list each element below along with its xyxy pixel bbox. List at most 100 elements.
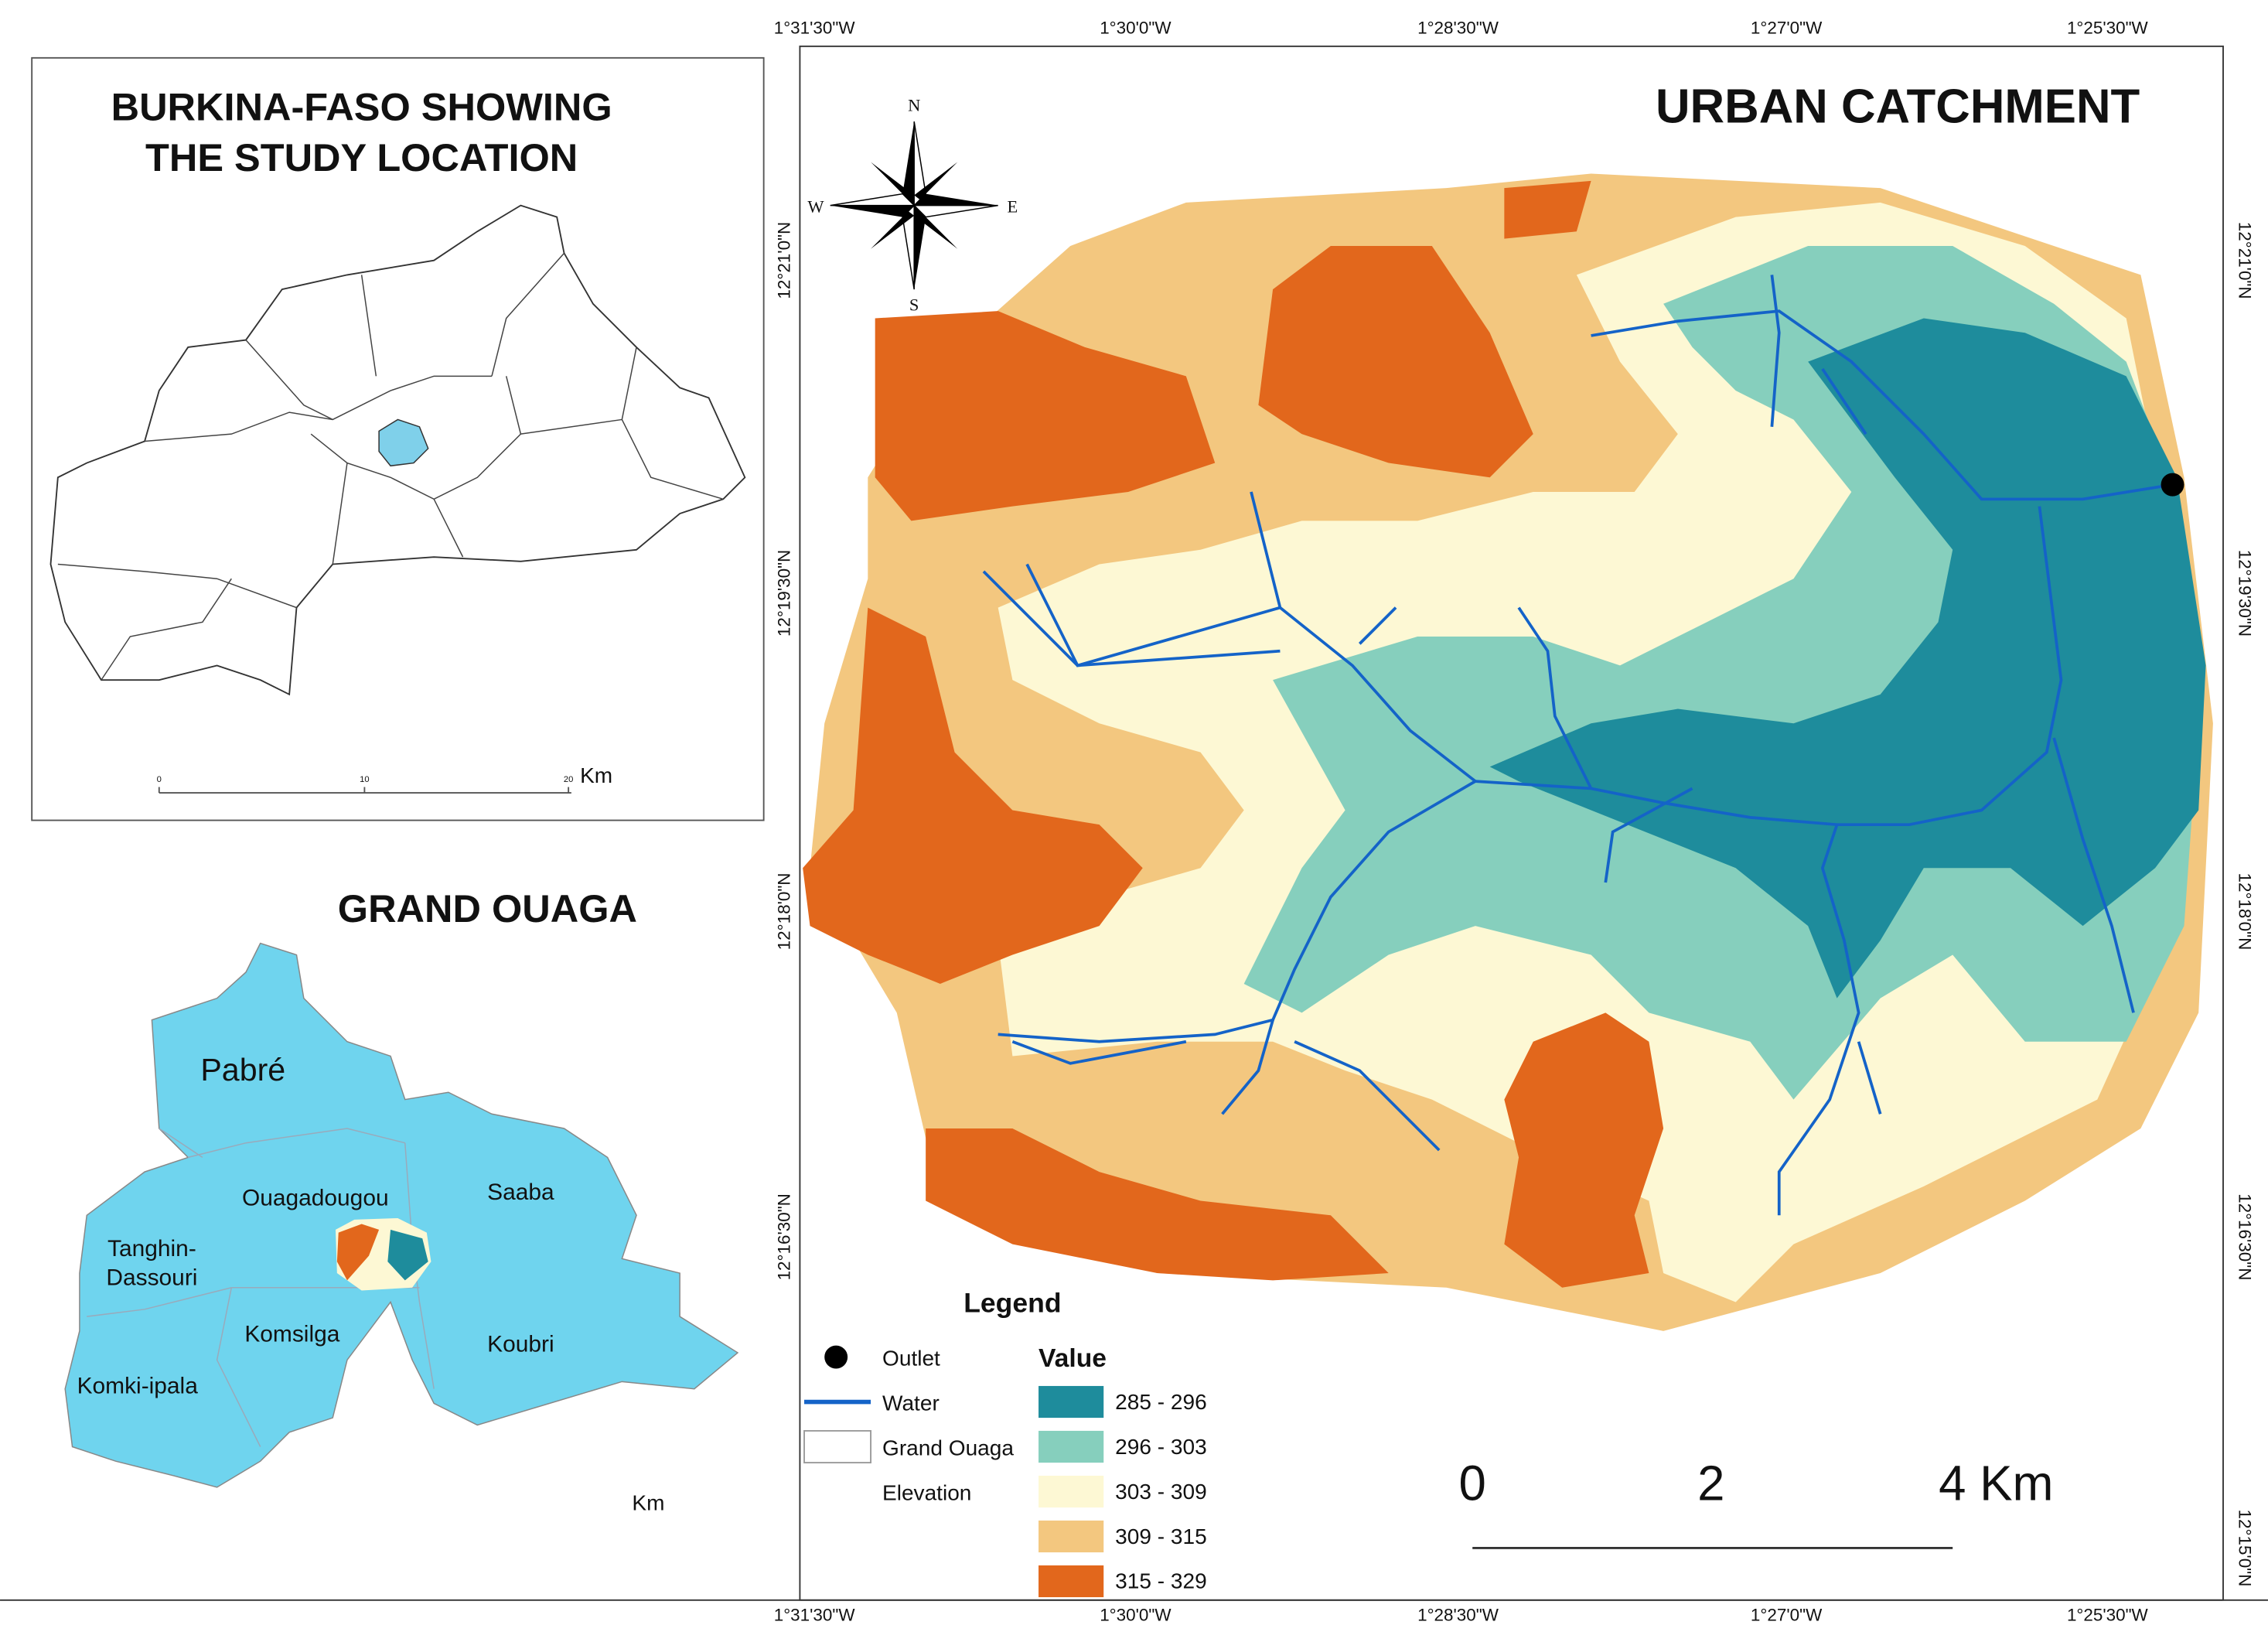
commune-border	[216, 1287, 261, 1447]
stream	[1011, 1040, 1187, 1065]
scale-unit: Km	[580, 763, 612, 787]
mini-catchment-low	[387, 1229, 428, 1281]
place-label: Komki-ipala	[77, 1374, 199, 1399]
stream	[982, 570, 1281, 667]
elevation-zone	[1504, 180, 1591, 239]
legend-label: Outlet	[882, 1347, 940, 1371]
compass-star	[830, 121, 998, 290]
longitude-label: 1°30'0"W	[1100, 18, 1172, 37]
region-border	[101, 578, 232, 681]
scale-label: 10	[360, 775, 369, 784]
legend-label: Grand Ouaga	[882, 1436, 1014, 1460]
place-label: Dassouri	[106, 1265, 197, 1290]
stream	[1475, 506, 2063, 827]
scale-label: 20	[564, 775, 573, 784]
legend-label: Water	[882, 1391, 940, 1415]
longitude-label: 1°28'30"W	[1417, 1605, 1499, 1624]
place-label: Tanghin-	[107, 1236, 196, 1262]
legend-class-label: 309 - 315	[1115, 1524, 1207, 1548]
longitude-label: 1°31'30"W	[774, 18, 856, 37]
region-border	[360, 275, 377, 377]
longitude-label: 1°25'30"W	[2067, 1605, 2149, 1624]
region-border	[491, 252, 565, 377]
elevation-zone	[1504, 1012, 1664, 1288]
latitude-label: 12°21'0"N	[2235, 222, 2254, 299]
elevation-zone	[875, 311, 1216, 521]
stream	[2052, 737, 2135, 1013]
scale-label: 0	[1459, 1456, 1486, 1511]
elevation-zone	[1489, 318, 2206, 999]
compass-label: S	[909, 295, 919, 315]
longitude-label: 1°25'30"W	[2067, 18, 2149, 37]
legend-outlet	[824, 1345, 848, 1369]
stream	[1777, 824, 1860, 1216]
legend-value-title: Value	[1039, 1344, 1107, 1373]
place-label: Koubri	[487, 1331, 554, 1357]
stream	[1604, 787, 1693, 883]
legend-title: Legend	[963, 1288, 1061, 1319]
legend-label: Elevation	[882, 1481, 971, 1505]
region-border	[57, 563, 297, 609]
legend-swatch	[1039, 1475, 1104, 1508]
commune-border	[418, 1302, 435, 1389]
commune-border	[159, 1128, 203, 1159]
legend-boundary	[803, 1429, 872, 1464]
longitude-label: 1°28'30"W	[1417, 18, 1499, 37]
longitude-label: 1°27'0"W	[1751, 18, 1823, 37]
place-label: Komsilga	[244, 1321, 339, 1347]
stream	[1857, 1041, 1882, 1115]
compass-label: E	[1008, 197, 1018, 217]
legend-swatch	[1039, 1430, 1104, 1463]
legend-swatch	[1039, 1520, 1104, 1553]
stream	[1294, 1040, 1441, 1152]
compass-label: W	[807, 197, 824, 217]
longitude-label: 1°30'0"W	[1100, 1605, 1172, 1624]
stream	[1517, 606, 1593, 790]
legend-swatch	[1039, 1385, 1104, 1419]
latitude-label: 12°18'0"N	[2235, 873, 2254, 951]
outlet	[2161, 473, 2184, 497]
longitude-label: 1°27'0"W	[1751, 1605, 1823, 1624]
legend-swatch	[1039, 1565, 1104, 1598]
region-border	[621, 347, 724, 500]
stream	[1821, 367, 1867, 435]
inset-title: GRAND OUAGA	[338, 886, 637, 930]
stream	[1591, 309, 2173, 501]
stream	[1770, 275, 1781, 427]
latitude-label: 12°18'0"N	[775, 873, 794, 951]
mini-catchment-high	[336, 1224, 380, 1281]
elevation-zone	[803, 607, 1143, 984]
stream	[1358, 606, 1397, 645]
legend-class-label: 303 - 309	[1115, 1480, 1207, 1504]
scale-label: 2	[1697, 1456, 1724, 1511]
scale-label: 0	[157, 775, 162, 784]
stream	[998, 780, 1476, 1043]
region-border	[433, 498, 464, 558]
region-border	[332, 463, 348, 565]
latitude-label: 12°19'30"N	[775, 550, 794, 637]
compass-label: N	[908, 96, 920, 115]
place-label: Ouagadougou	[242, 1186, 389, 1211]
legend-class-label: 285 - 296	[1115, 1390, 1207, 1414]
legend-class-label: 296 - 303	[1115, 1435, 1207, 1459]
inset-frame	[31, 56, 765, 821]
latitude-label: 12°15'0"N	[2235, 1510, 2254, 1587]
latitude-label: 12°19'30"N	[2235, 550, 2254, 637]
country-outline	[49, 204, 746, 696]
place-label: Saaba	[487, 1180, 554, 1205]
legend-class-label: 315 - 329	[1115, 1569, 1207, 1593]
place-label: Pabré	[200, 1052, 285, 1087]
region-border	[520, 418, 622, 435]
inset-title: THE STUDY LOCATION	[145, 135, 578, 179]
commune-border	[87, 1287, 232, 1317]
scale-unit: Km	[632, 1491, 664, 1515]
map-title: URBAN CATCHMENT	[1656, 80, 2140, 133]
commune-border	[188, 1128, 405, 1159]
longitude-label: 1°31'30"W	[774, 1605, 856, 1624]
scale-label: 4 Km	[1939, 1456, 2053, 1511]
stream	[1250, 491, 1477, 783]
latitude-label: 12°16'30"N	[775, 1193, 794, 1280]
